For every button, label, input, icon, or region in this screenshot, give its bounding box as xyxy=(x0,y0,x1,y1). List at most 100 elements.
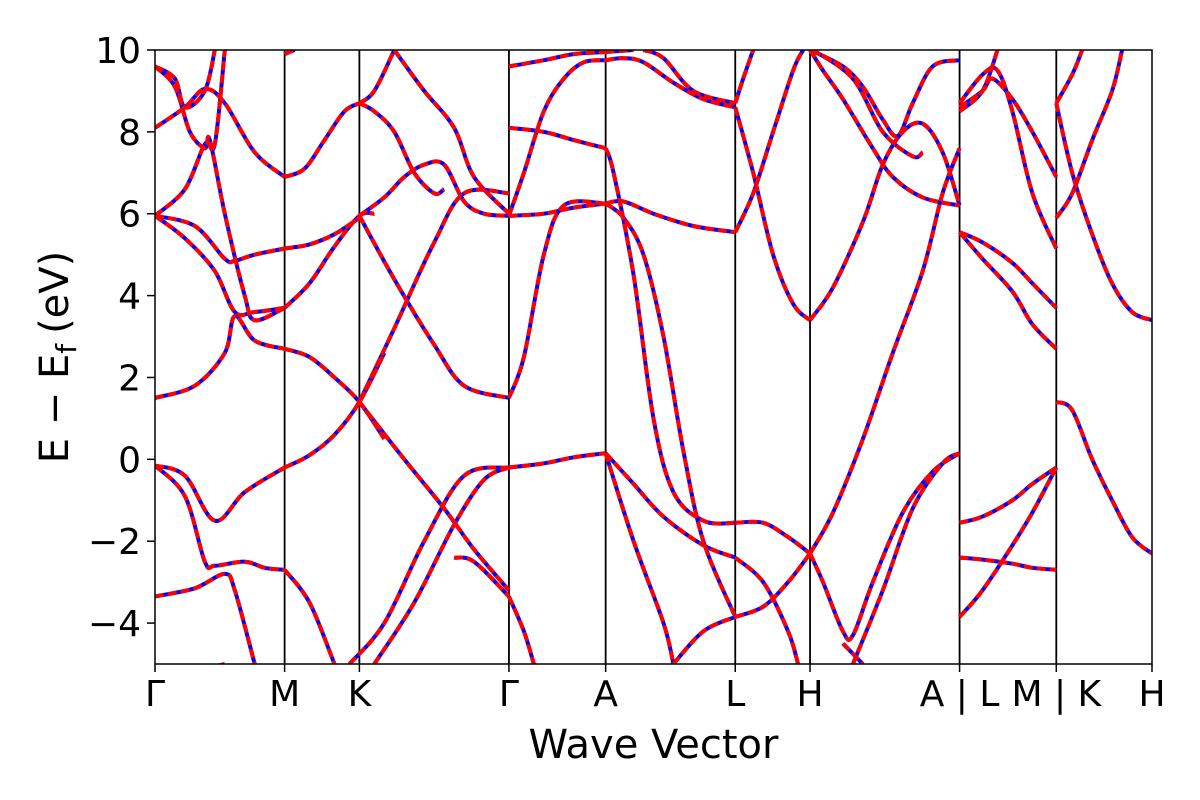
band-line-red xyxy=(358,159,510,218)
band-line-red xyxy=(283,210,375,310)
band-line-red xyxy=(671,615,737,664)
band-line-red xyxy=(507,199,606,399)
band-line-blue xyxy=(507,595,536,664)
band-line-red xyxy=(958,76,1059,178)
band-line-red xyxy=(284,216,361,251)
band-line-red xyxy=(283,346,386,441)
band-line-red xyxy=(604,451,737,560)
band-line-red xyxy=(1054,50,1125,219)
band-line-red xyxy=(604,201,738,618)
band-line-red xyxy=(508,201,606,218)
band-line-red xyxy=(734,552,812,619)
band-line-red xyxy=(358,101,446,196)
y-tick-label: 2 xyxy=(118,358,141,399)
x-tick-label: H xyxy=(796,674,823,715)
y-tick-label: 0 xyxy=(118,440,141,481)
band-line-blue xyxy=(283,352,387,470)
band-line-red xyxy=(507,58,606,217)
x-tick-label: Γ xyxy=(145,674,165,715)
band-line-red xyxy=(603,452,676,664)
x-tick-label: M xyxy=(269,674,300,715)
band-line-red xyxy=(958,65,1059,250)
band-line-red xyxy=(733,50,805,234)
band-line-blue xyxy=(1055,400,1152,556)
band-line-blue xyxy=(604,451,737,560)
y-tick-label: −4 xyxy=(88,604,141,645)
band-line-red xyxy=(841,642,865,664)
band-line-red xyxy=(735,519,812,556)
band-line-red xyxy=(283,50,296,56)
band-line-red xyxy=(959,555,1057,572)
band-line-red xyxy=(392,50,511,216)
band-line-red xyxy=(851,451,961,664)
band-line-red xyxy=(808,147,962,555)
x-tick-label: K xyxy=(348,674,373,715)
x-axis-ticks: Γ M K Γ A L H A | L M | K H xyxy=(145,664,1166,715)
band-line-red xyxy=(357,214,510,400)
bands-series-red xyxy=(155,50,1152,664)
x-tick-label: A xyxy=(593,674,618,715)
x-tick-label: A | L xyxy=(920,674,1000,715)
band-line-red xyxy=(155,213,286,265)
band-line-red xyxy=(155,464,285,572)
band-line-blue xyxy=(283,346,386,441)
y-axis-label: E − Ef (eV) xyxy=(32,251,83,464)
band-line-blue xyxy=(155,463,286,523)
band-line-red xyxy=(155,50,227,218)
band-line-red xyxy=(603,147,736,526)
band-line-red xyxy=(357,187,510,403)
band-line-blue xyxy=(642,50,736,106)
band-line-red xyxy=(959,465,1058,525)
band-line-red xyxy=(808,50,961,208)
band-line-blue xyxy=(671,615,737,664)
band-line-red xyxy=(958,230,1058,310)
band-line-blue xyxy=(733,556,801,664)
band-line-blue xyxy=(851,451,961,664)
band-line-blue xyxy=(958,230,1058,310)
band-line-red xyxy=(155,463,286,523)
band-line-red xyxy=(808,120,962,322)
y-tick-label: 10 xyxy=(95,31,141,72)
band-line-red xyxy=(733,50,756,104)
y-axis-label-unit: (eV) xyxy=(32,251,78,334)
band-line-red xyxy=(811,50,924,160)
band-line-blue xyxy=(216,662,225,664)
band-line-red xyxy=(283,101,361,179)
band-line-red xyxy=(733,106,812,322)
x-tick-label: H xyxy=(1138,674,1165,715)
band-line-red xyxy=(958,466,1059,619)
band-line-blue xyxy=(808,50,961,208)
band-line-red xyxy=(508,50,606,69)
band-line-red xyxy=(958,50,1000,113)
band-line-red xyxy=(155,571,257,664)
x-tick-label: L xyxy=(725,674,745,715)
band-line-blue xyxy=(155,50,217,110)
band-line-blue xyxy=(808,451,961,642)
band-line-blue xyxy=(507,199,606,399)
band-line-red xyxy=(358,50,397,105)
band-line-red xyxy=(357,400,511,592)
band-line-red xyxy=(508,451,606,470)
band-line-red xyxy=(155,50,217,110)
band-line-blue xyxy=(283,101,361,179)
plot-frame xyxy=(154,49,1153,665)
band-line-blue xyxy=(507,58,606,217)
band-line-blue xyxy=(604,201,738,618)
band-line-red xyxy=(809,50,961,139)
y-tick-label: 6 xyxy=(118,195,141,236)
band-line-blue xyxy=(155,571,257,664)
band-line-red xyxy=(605,199,736,235)
band-line-blue xyxy=(603,147,736,526)
band-line-blue xyxy=(735,519,812,556)
y-tick-label: −2 xyxy=(88,522,141,563)
band-line-red xyxy=(733,556,801,664)
band-line-red xyxy=(1054,102,1152,323)
band-line-blue xyxy=(357,187,510,403)
band-line-blue xyxy=(284,216,361,251)
y-axis-label-subscript: f xyxy=(50,343,83,354)
band-line-red xyxy=(453,555,511,598)
band-line-red xyxy=(642,50,736,106)
band-line-red xyxy=(155,214,285,318)
band-line-red xyxy=(507,595,536,664)
